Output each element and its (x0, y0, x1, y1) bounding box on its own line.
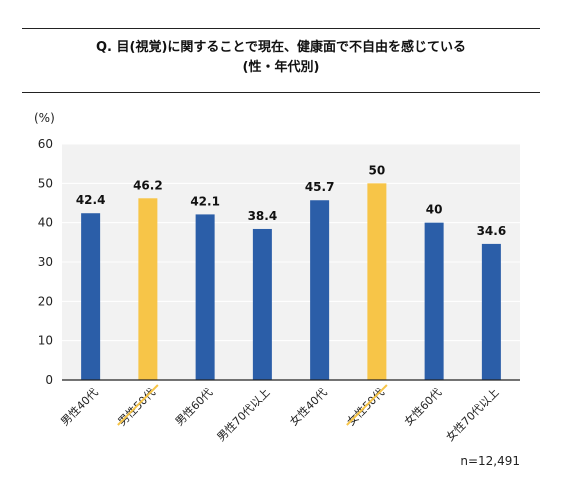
y-tick-label: 0 (45, 373, 53, 387)
data-label: 42.4 (76, 193, 106, 207)
x-tick-label: 男性70代以上 (214, 385, 273, 444)
bar (310, 200, 330, 380)
chart-title: Q. 目(視覚)に関することで現在、健康面で不自由を感じている (95, 40, 466, 55)
bar (367, 183, 387, 380)
bottom-rule (22, 92, 540, 93)
chart-subtitle: (性・年代別) (242, 60, 320, 75)
y-tick-label: 20 (38, 294, 53, 308)
y-tick-label: 50 (38, 176, 53, 190)
data-label: 40 (426, 203, 443, 217)
top-rule (22, 28, 540, 29)
category-underline (117, 384, 159, 426)
x-tick-label: 男性40代 (58, 385, 101, 428)
bar (81, 213, 101, 380)
sample-size-note: n=12,491 (460, 454, 520, 468)
y-tick-label: 10 (38, 334, 53, 348)
data-label: 45.7 (305, 180, 335, 194)
data-label: 34.6 (477, 224, 507, 238)
x-tick-label: 女性70代以上 (443, 385, 502, 444)
x-tick-label: 男性60代 (172, 385, 215, 428)
bar (252, 228, 272, 380)
data-label: 46.2 (133, 178, 163, 192)
y-axis-label: (%) (34, 111, 55, 125)
data-label: 42.1 (190, 194, 220, 208)
x-tick-label: 女性60代 (401, 385, 444, 428)
y-tick-label: 30 (38, 255, 53, 269)
y-tick-label: 60 (38, 137, 53, 151)
bar (195, 214, 215, 380)
category-underline (346, 384, 388, 426)
bar (138, 198, 158, 380)
data-label: 38.4 (248, 209, 278, 223)
bar (424, 222, 444, 380)
bar (481, 243, 501, 380)
y-tick-label: 40 (38, 216, 53, 230)
data-label: 50 (369, 163, 386, 177)
x-tick-label: 女性40代 (287, 385, 330, 428)
